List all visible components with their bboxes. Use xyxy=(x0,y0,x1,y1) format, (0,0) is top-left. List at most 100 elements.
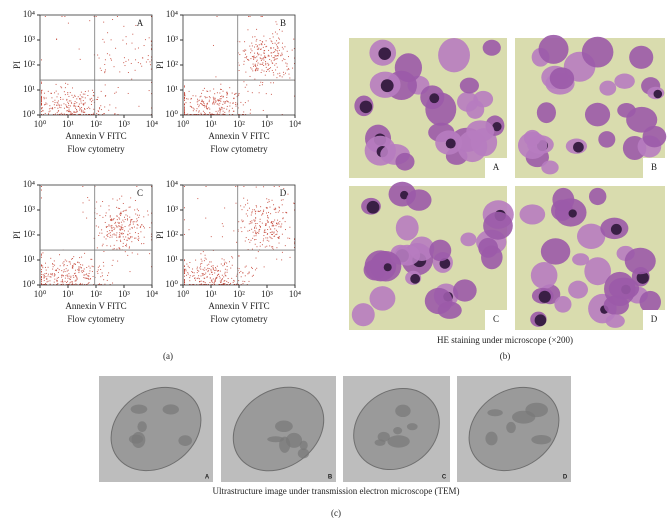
cell-dot xyxy=(267,201,269,203)
cell-dot xyxy=(257,62,259,64)
cell-dot xyxy=(91,258,93,260)
cell-dot xyxy=(206,106,208,108)
cell-dot xyxy=(212,268,214,270)
cell-dot xyxy=(52,114,54,115)
cell-dot xyxy=(192,110,194,112)
cell-dot xyxy=(97,96,99,98)
cell-dot xyxy=(203,260,205,262)
cell-dot xyxy=(87,197,89,199)
cell-dot xyxy=(41,189,42,191)
cell-dot xyxy=(271,231,273,233)
cell xyxy=(460,232,477,247)
cell-dot xyxy=(82,100,84,102)
cell-dot xyxy=(256,56,258,58)
cell-dot xyxy=(120,240,122,242)
cell-dot xyxy=(207,267,209,269)
cell-dot xyxy=(211,114,213,115)
cell-dot xyxy=(252,274,254,276)
cell-dot xyxy=(72,96,74,98)
cell-dot xyxy=(255,235,257,237)
cell-dot xyxy=(196,114,198,115)
cell xyxy=(429,239,452,262)
cell-dot xyxy=(262,62,264,64)
cell-dot xyxy=(227,284,229,285)
cell-dot xyxy=(67,277,69,279)
cell-dot xyxy=(268,70,270,72)
cell-dot xyxy=(103,21,105,23)
cell-dot xyxy=(261,214,263,216)
cell-dot xyxy=(47,275,49,277)
cell-dot xyxy=(76,108,78,110)
cell-dot xyxy=(273,204,275,206)
cell-dot xyxy=(235,275,237,277)
cell-dot xyxy=(274,31,276,33)
cell-dot xyxy=(91,114,93,115)
cell-dot xyxy=(69,92,71,94)
cell-dot xyxy=(61,279,63,281)
cell-dot xyxy=(226,269,228,271)
cell-dot xyxy=(70,114,72,115)
cell-dot xyxy=(192,95,194,97)
cell-dot xyxy=(87,278,89,280)
cell-dot xyxy=(255,70,257,72)
cell-dot xyxy=(259,63,261,65)
cell-dot xyxy=(151,56,152,58)
cell-dot xyxy=(196,284,198,285)
cell-dot xyxy=(220,281,222,283)
x-tick-label: 10⁰ xyxy=(34,289,47,299)
cell-dot xyxy=(220,88,222,90)
cell-dot xyxy=(215,114,217,115)
cell-dot xyxy=(202,274,204,276)
cell-dot xyxy=(278,37,280,39)
cell-dot xyxy=(289,256,291,258)
cell-dot xyxy=(274,55,276,57)
cell-dot xyxy=(69,279,71,281)
cell-dot xyxy=(213,100,215,102)
cell-dot xyxy=(213,103,215,105)
cell-dot xyxy=(80,267,82,269)
cell-dot xyxy=(74,94,76,96)
cell-dot xyxy=(122,210,124,212)
cell-dot xyxy=(114,227,116,229)
cell-dot xyxy=(78,114,80,115)
cell-dot xyxy=(85,274,87,276)
cell-dot xyxy=(41,107,42,109)
cell-dot xyxy=(73,114,75,115)
cell-dot xyxy=(133,221,135,223)
cell-dot xyxy=(84,108,86,110)
cell-dot xyxy=(45,276,47,278)
cell-dot xyxy=(71,265,73,267)
cell-dot xyxy=(221,236,223,238)
cell-dot xyxy=(140,63,142,65)
cell-dot xyxy=(112,248,114,250)
cell-dot xyxy=(196,108,198,110)
cell-dot xyxy=(242,220,244,222)
cell-dot xyxy=(244,266,246,268)
cell-dot xyxy=(123,210,125,212)
cell xyxy=(538,34,569,64)
cell-dot xyxy=(194,278,196,280)
cell-dot xyxy=(44,266,46,268)
cell xyxy=(588,187,607,206)
cell-dot xyxy=(203,112,205,114)
he-label: D xyxy=(651,314,658,324)
cell-dot xyxy=(187,113,189,115)
cell-dot xyxy=(115,221,117,223)
cell-dot xyxy=(241,221,243,223)
cell-dot xyxy=(206,108,208,110)
cell-dot xyxy=(259,221,261,223)
cell-dot xyxy=(213,98,215,100)
cell-dot xyxy=(75,280,77,282)
cell-dot xyxy=(110,39,112,41)
cell-dot xyxy=(282,218,284,220)
cell-dot xyxy=(134,237,136,239)
cell-dot xyxy=(131,241,133,243)
cell-dot xyxy=(62,271,64,273)
cell-dot xyxy=(213,88,215,90)
cell-dot xyxy=(199,96,201,98)
cell-dot xyxy=(278,236,280,238)
cell-dot xyxy=(107,236,109,238)
cell-dot xyxy=(184,265,185,267)
cell-dot xyxy=(212,102,214,104)
cell-dot xyxy=(214,280,216,282)
